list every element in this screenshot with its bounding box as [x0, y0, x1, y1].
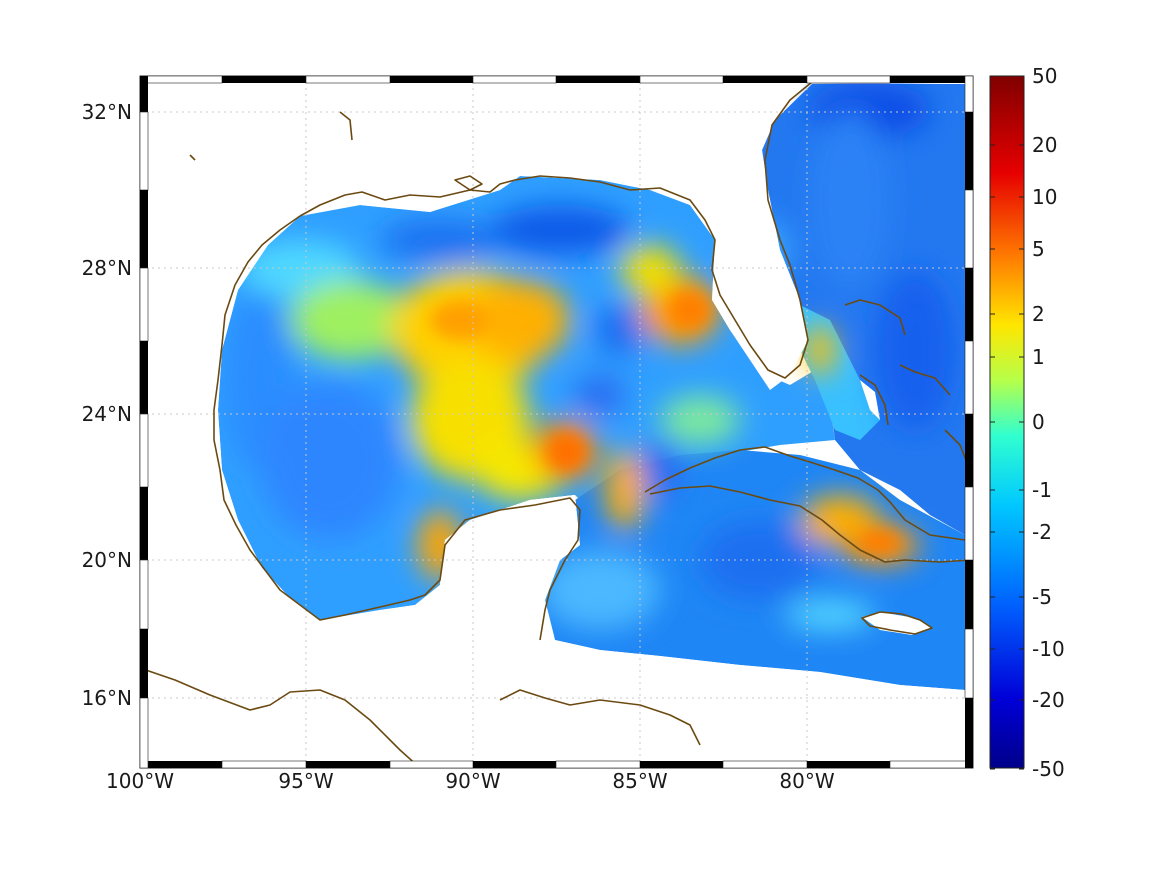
- colorbar-tick-label: 10: [1032, 185, 1057, 209]
- lon-label: 85°W: [612, 769, 667, 793]
- latitude-labels: 32°N 28°N 24°N 20°N 16°N: [82, 100, 132, 710]
- data-field: [140, 76, 973, 768]
- lon-label: 95°W: [278, 769, 333, 793]
- lon-label: 80°W: [779, 769, 834, 793]
- colorbar-tick-label: -50: [1032, 757, 1065, 781]
- colorbar-tick-label: 2: [1032, 302, 1045, 326]
- colorbar-tick-label: 1: [1032, 345, 1045, 369]
- colorbar-tick-label: 5: [1032, 237, 1045, 261]
- colorbar-gradient: [989, 75, 1025, 769]
- longitude-labels: 100°W 95°W 90°W 85°W 80°W: [106, 769, 835, 793]
- lon-label: 100°W: [106, 769, 174, 793]
- coastlines: [140, 81, 971, 768]
- colorbar-tick-label: -10: [1032, 637, 1065, 661]
- colorbar-tick-label: -5: [1032, 585, 1052, 609]
- colorbar-tick-label: 0: [1032, 410, 1045, 434]
- colorbar-tick-label: -2: [1032, 520, 1052, 544]
- lat-label: 24°N: [82, 402, 132, 426]
- colorbar-tick-label: -1: [1032, 478, 1052, 502]
- colorbar-tick-label: 50: [1032, 64, 1057, 88]
- lat-label: 28°N: [82, 256, 132, 280]
- lat-label: 16°N: [82, 686, 132, 710]
- lat-label: 32°N: [82, 100, 132, 124]
- colorbar-tick-label: -20: [1032, 688, 1065, 712]
- map-frame: [139, 75, 974, 769]
- colorbar-tick-label: 20: [1032, 133, 1057, 157]
- lon-label: 90°W: [445, 769, 500, 793]
- graticule: [140, 76, 973, 768]
- lat-label: 20°N: [82, 548, 132, 572]
